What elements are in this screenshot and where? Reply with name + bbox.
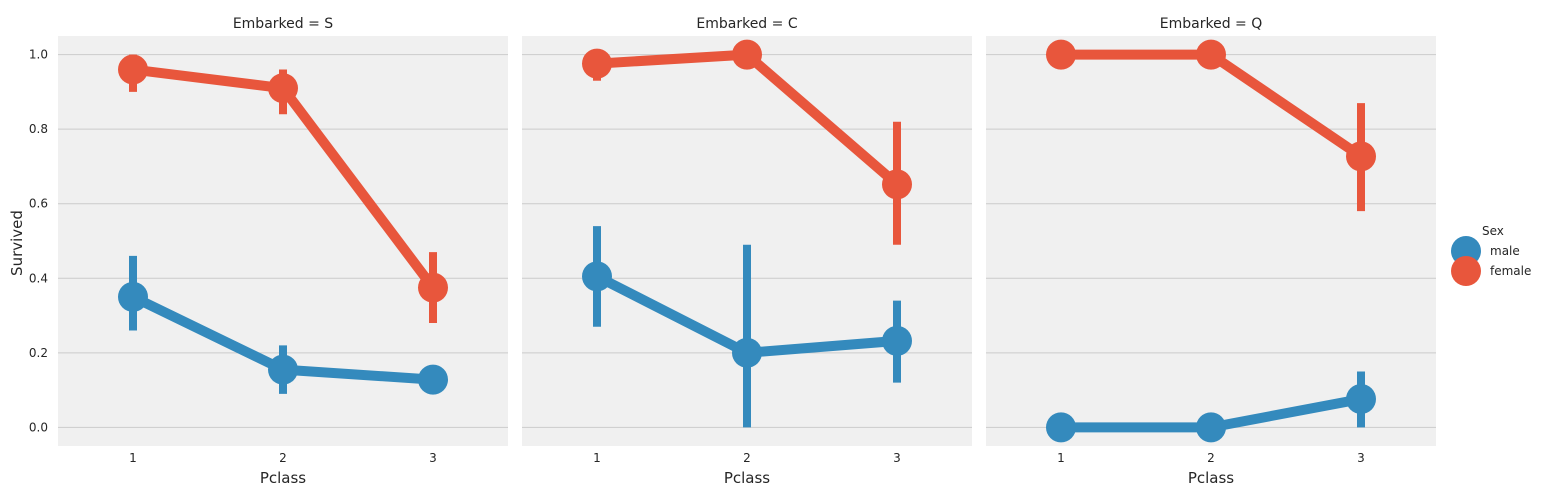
x-tick-label: 3 bbox=[1357, 451, 1365, 465]
facet-title: Embarked = C bbox=[696, 16, 797, 32]
y-tick-label: 0.4 bbox=[29, 271, 48, 285]
series-female bbox=[118, 54, 448, 323]
legend: Sex male female bbox=[1451, 224, 1531, 286]
x-tick-label: 3 bbox=[429, 451, 437, 465]
data-point-male bbox=[1346, 384, 1376, 415]
data-point-female bbox=[582, 48, 612, 79]
data-point-female bbox=[118, 54, 148, 85]
facet-panel-2: Embarked = C 1 2 3 Pclass bbox=[522, 16, 972, 487]
x-tick-label: 1 bbox=[593, 451, 601, 465]
y-axis-label: Survived bbox=[8, 210, 26, 276]
data-point-female bbox=[268, 73, 298, 104]
data-point-female bbox=[1196, 39, 1226, 70]
legend-label-male: male bbox=[1490, 244, 1520, 258]
data-point-female bbox=[418, 272, 448, 303]
y-tick-label: 1.0 bbox=[29, 48, 48, 62]
data-point-male bbox=[882, 325, 912, 356]
series-male bbox=[118, 255, 448, 395]
y-tick-label: 0.6 bbox=[29, 197, 48, 211]
data-point-female bbox=[882, 169, 912, 200]
data-point-male bbox=[418, 364, 448, 395]
x-axis-label: Pclass bbox=[260, 469, 306, 487]
x-tick-label: 2 bbox=[743, 451, 751, 465]
y-tick-label: 0.0 bbox=[29, 420, 48, 434]
series-male bbox=[582, 226, 912, 428]
facet-panel-1: Embarked = S 1 2 3 Pclass 0.0 0.2 0.4 0.6 0.8 1.0 bbox=[29, 16, 508, 487]
facet-panel-3: Embarked = Q 1 2 3 Pclass bbox=[986, 16, 1436, 487]
x-tick-label: 1 bbox=[129, 451, 137, 465]
data-point-male bbox=[1046, 412, 1076, 443]
data-point-male bbox=[118, 281, 148, 312]
facet-title: Embarked = Q bbox=[1160, 16, 1262, 32]
data-point-male bbox=[268, 354, 298, 385]
series-female bbox=[1046, 39, 1376, 212]
series-female bbox=[582, 39, 912, 245]
y-tick-label: 0.2 bbox=[29, 346, 48, 360]
data-point-male bbox=[1196, 412, 1226, 443]
data-point-female bbox=[732, 39, 762, 70]
x-tick-label: 2 bbox=[1207, 451, 1215, 465]
panel-background bbox=[986, 36, 1436, 446]
x-axis-label: Pclass bbox=[1188, 469, 1234, 487]
facet-title: Embarked = S bbox=[233, 16, 333, 32]
data-point-female bbox=[1046, 39, 1076, 70]
x-tick-label: 2 bbox=[279, 451, 287, 465]
legend-marker-female bbox=[1451, 256, 1481, 286]
data-point-male bbox=[732, 337, 762, 368]
series-male bbox=[1046, 371, 1376, 443]
x-tick-label: 1 bbox=[1057, 451, 1065, 465]
y-tick-label: 0.8 bbox=[29, 122, 48, 136]
data-point-female bbox=[1346, 141, 1376, 172]
x-tick-label: 3 bbox=[893, 451, 901, 465]
legend-title: Sex bbox=[1482, 224, 1504, 238]
data-point-male bbox=[582, 261, 612, 292]
legend-label-female: female bbox=[1490, 264, 1531, 278]
x-axis-label: Pclass bbox=[724, 469, 770, 487]
